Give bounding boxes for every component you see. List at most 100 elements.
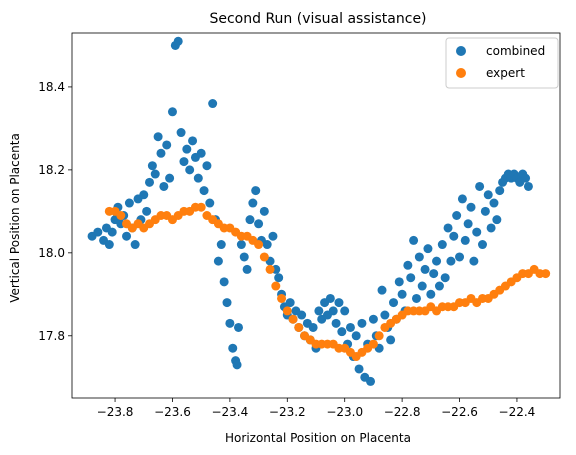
point-combined	[432, 256, 442, 266]
point-combined	[251, 186, 261, 196]
point-expert	[282, 306, 292, 316]
point-combined	[345, 322, 355, 332]
point-combined	[423, 244, 433, 254]
point-combined	[469, 256, 479, 266]
point-combined	[368, 314, 378, 324]
x-tick-label: −23.8	[97, 405, 134, 419]
point-combined	[452, 211, 462, 220]
y-tick-label: 18.4	[38, 80, 65, 94]
point-combined	[380, 310, 390, 320]
point-expert	[541, 269, 551, 279]
point-combined	[325, 293, 335, 303]
point-combined	[475, 181, 485, 191]
point-combined	[480, 206, 490, 216]
point-combined	[176, 128, 186, 138]
point-combined	[340, 306, 350, 316]
point-combined	[185, 165, 195, 175]
point-combined	[222, 298, 232, 308]
point-expert	[196, 202, 206, 212]
point-combined	[414, 252, 424, 262]
point-combined	[409, 235, 419, 245]
point-expert	[254, 240, 264, 250]
point-combined	[489, 198, 499, 208]
legend-label-combined: combined	[486, 44, 545, 58]
point-combined	[124, 198, 134, 208]
point-combined	[104, 240, 114, 250]
point-expert	[277, 293, 287, 303]
point-combined	[205, 198, 215, 208]
x-tick-label: −23.0	[326, 405, 363, 419]
point-combined	[354, 364, 364, 374]
point-expert	[259, 252, 269, 262]
legend-frame	[445, 37, 559, 89]
point-combined	[248, 198, 258, 208]
point-combined	[386, 335, 396, 345]
x-tick-label: −22.4	[499, 405, 536, 419]
point-combined	[397, 289, 407, 299]
point-combined	[434, 281, 444, 291]
point-combined	[366, 376, 376, 386]
point-combined	[216, 240, 226, 250]
point-combined	[357, 318, 367, 328]
point-expert	[368, 339, 378, 349]
point-combined	[417, 281, 427, 291]
point-combined	[130, 240, 140, 250]
point-combined	[139, 190, 149, 200]
x-axis-ticks: −23.8 −23.6 −23.4 −23.2 −23.0 −22.8 −22.6 −22.4	[97, 398, 536, 419]
point-combined	[274, 273, 284, 283]
point-combined	[337, 327, 347, 337]
point-combined	[308, 322, 318, 332]
point-combined	[165, 173, 175, 183]
point-expert	[294, 322, 304, 332]
point-combined	[208, 99, 218, 109]
point-combined	[202, 161, 212, 171]
point-combined	[492, 215, 502, 225]
y-axis-label: Vertical Position on Placenta	[8, 133, 22, 303]
point-expert	[271, 281, 281, 291]
point-combined	[254, 219, 264, 229]
point-combined	[457, 194, 467, 204]
point-combined	[193, 173, 203, 183]
legend: combined expert	[445, 37, 559, 89]
point-combined	[199, 186, 209, 196]
point-combined	[219, 277, 229, 287]
point-combined	[389, 298, 399, 308]
point-combined	[233, 322, 243, 332]
point-expert	[374, 331, 384, 341]
point-combined	[142, 206, 152, 216]
point-combined	[449, 231, 459, 241]
point-combined	[167, 107, 177, 117]
point-combined	[486, 223, 496, 233]
point-combined	[262, 240, 272, 250]
point-combined	[351, 331, 361, 341]
point-combined	[377, 285, 387, 295]
point-combined	[426, 289, 436, 299]
points-layer	[87, 36, 551, 386]
point-combined	[259, 206, 269, 216]
point-combined	[314, 306, 324, 316]
y-tick-label: 17.8	[38, 329, 65, 343]
point-combined	[196, 148, 206, 158]
point-combined	[521, 173, 531, 183]
legend-label-expert: expert	[486, 66, 525, 80]
point-expert	[265, 264, 275, 274]
point-combined	[328, 306, 338, 316]
point-combined	[420, 264, 430, 274]
point-combined	[443, 223, 453, 233]
point-combined	[242, 264, 252, 274]
y-tick-label: 18.0	[38, 246, 65, 260]
point-combined	[466, 202, 476, 212]
point-combined	[232, 360, 242, 370]
point-combined	[236, 240, 246, 250]
point-combined	[460, 235, 470, 245]
point-combined	[429, 269, 439, 279]
point-combined	[107, 227, 117, 237]
point-combined	[455, 252, 465, 262]
point-combined	[213, 256, 223, 266]
point-combined	[411, 293, 421, 303]
point-combined	[477, 240, 487, 250]
point-combined	[188, 136, 198, 146]
point-expert	[116, 211, 126, 220]
point-combined	[179, 157, 189, 167]
